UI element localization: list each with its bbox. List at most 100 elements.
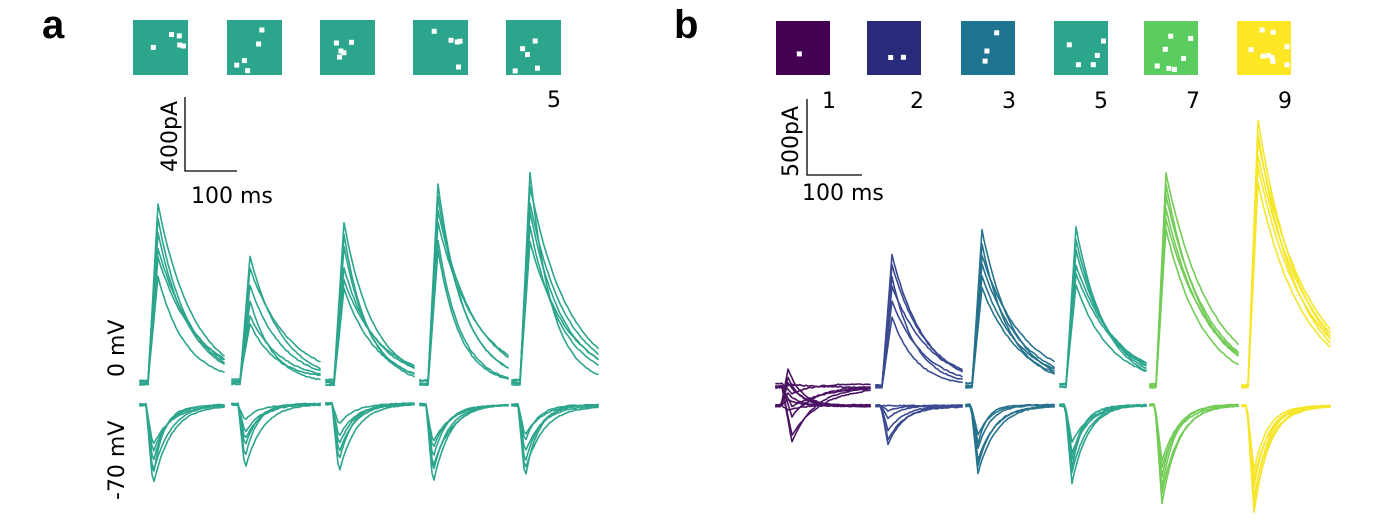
- panel-b-inh-trace: [875, 405, 963, 441]
- panel-a-scale-current: 400pA: [158, 101, 183, 172]
- panel-b-pattern-dot: [1266, 53, 1271, 58]
- panel-b-inh-trace: [1059, 403, 1147, 443]
- panel-b-inh-trace: [775, 368, 871, 408]
- panel-a-pattern-count-label: 5: [547, 88, 561, 113]
- panel-b-pattern-dot: [1066, 42, 1072, 48]
- panel-a-pattern-dot: [456, 64, 461, 70]
- panel-a-inh-trace: [139, 404, 225, 472]
- panel-b-pattern-dot: [796, 51, 802, 57]
- panel-b-inh-trace: [965, 403, 1055, 462]
- panel-a-inh-trace: [419, 403, 509, 442]
- panel-b-pattern-dot: [1248, 47, 1254, 53]
- panel-a-pattern-2: [227, 20, 282, 75]
- panel-a-pattern-dot: [341, 50, 347, 56]
- panel-b-exc-trace: [875, 285, 963, 389]
- panel-b-pattern-dot: [888, 55, 894, 60]
- panel-a-inh-trace: [325, 402, 415, 424]
- panel-b-pattern-dot: [994, 30, 1000, 36]
- panel-a-exc-trace: [419, 249, 509, 387]
- panel-b-scale-current: 500pA: [779, 106, 804, 177]
- panel-b-pattern-3: 3: [961, 21, 1016, 114]
- panel-b-pattern-dot: [1269, 55, 1275, 61]
- panel-b-scale-lines: [806, 99, 862, 176]
- panel-b-pattern-dot: [1171, 66, 1177, 72]
- panel-b-pattern-dot: [1166, 65, 1172, 71]
- panel-b-patterns: 1 2 3 5 7 9: [776, 21, 1292, 114]
- panel-a-letter: a: [42, 3, 65, 47]
- panel-a-pattern-dot: [532, 38, 538, 44]
- panel-b-pattern-dot: [1260, 53, 1266, 59]
- panel-b-inh-trace: [965, 403, 1055, 436]
- panel-a-exc-trace: [231, 284, 321, 384]
- panel-b-pattern-dot: [1270, 58, 1276, 64]
- panel-a-scale-time: 100 ms: [191, 184, 273, 209]
- panel-b-pattern-square: [867, 21, 921, 75]
- panel-a-pattern-dot: [454, 39, 460, 45]
- panel-a-scale-bar: 400pA 100 ms: [158, 97, 273, 209]
- panel-a-inh-trace: [231, 403, 321, 467]
- panel-b-exc-trace: [1241, 181, 1331, 389]
- panel-a-pattern-dot: [349, 39, 354, 45]
- panel-b-pattern-1: 1: [776, 21, 836, 114]
- panel-a-pattern-3: [320, 20, 375, 75]
- panel-b-scale-bar: 500pA 100 ms: [779, 99, 884, 206]
- panel-b-pattern-label: 9: [1278, 89, 1292, 114]
- panel-a-inh-trace: [231, 402, 321, 439]
- panel-a-pattern-dot: [259, 27, 265, 33]
- panel-a-pattern-dot: [448, 37, 454, 43]
- panel-a-scale-lines: [184, 97, 237, 172]
- panel-b-pattern-dot: [1259, 27, 1265, 33]
- panel-a-inh-trace: [511, 404, 599, 451]
- panel-a-patterns: [133, 20, 561, 75]
- panel-a-inh-trace: [231, 402, 321, 433]
- panel-b-exc-trace: [875, 300, 963, 388]
- panel-b-exc-trace: [775, 386, 871, 443]
- panel-a-inh-trace: [325, 402, 415, 471]
- panel-b-pattern-7: 7: [1144, 21, 1200, 114]
- panel-a-inh-trace: [325, 403, 415, 436]
- panel-a-pattern-dot: [337, 54, 342, 60]
- panel-b-pattern-dot: [1284, 62, 1290, 68]
- panel-a-pattern-dot: [245, 68, 251, 74]
- panel-a-pattern-dot: [535, 65, 540, 71]
- panel-b-scale-time: 100 ms: [802, 181, 884, 206]
- panel-a-exc-trace: [139, 217, 225, 382]
- panel-a-pattern-dot: [512, 68, 518, 74]
- panel-b-letter: b: [674, 3, 698, 47]
- panel-a-traces: [139, 171, 599, 483]
- panel-b-pattern-dot: [1270, 29, 1276, 35]
- panel-a-pattern-square: [320, 20, 375, 75]
- panel-b-pattern-dot: [1094, 52, 1100, 58]
- panel-a-pattern-dot: [176, 33, 182, 39]
- panel-a-inh-trace: [511, 404, 599, 468]
- panel-a-exc-trace: [139, 275, 225, 383]
- panel-a-pattern-dot: [525, 52, 530, 58]
- panel-a-label-0mv: 0 mV: [105, 320, 130, 377]
- panel-b-pattern-2: 2: [867, 21, 924, 114]
- panel-b-pattern-label: 1: [822, 89, 836, 114]
- panel-b-pattern-dot: [1284, 44, 1290, 50]
- panel-a-exc-trace: [325, 287, 415, 386]
- panel-a-pattern-dot: [180, 43, 186, 49]
- panel-b-pattern-dot: [1154, 63, 1160, 69]
- panel-a: a 5 400pA 100 ms 0 mV -70 mV: [42, 3, 599, 500]
- panel-b-pattern-5: 5: [1054, 21, 1108, 114]
- panel-b-pattern-9: 9: [1237, 21, 1292, 114]
- panel-b-pattern-dot: [1168, 33, 1174, 39]
- panel-a-exc-trace: [231, 267, 321, 382]
- panel-a-pattern-dot: [234, 62, 240, 68]
- panel-b-exc-trace: [775, 382, 871, 395]
- panel-b-pattern-label: 7: [1186, 89, 1200, 114]
- panel-a-label-70mv: -70 mV: [105, 421, 130, 500]
- panel-a-pattern-1: [133, 20, 188, 75]
- panel-b-pattern-dot: [1162, 46, 1168, 52]
- panel-a-inh-trace: [139, 403, 225, 444]
- panel-b-inh-trace: [1149, 403, 1239, 462]
- panel-a-pattern-dot: [333, 40, 339, 46]
- panel-a-exc-trace: [231, 300, 321, 386]
- panel-a-pattern-dot: [431, 28, 437, 34]
- panel-b-inh-trace: [875, 404, 963, 407]
- panel-a-pattern-dot: [520, 46, 526, 52]
- panel-b-exc-trace: [1059, 249, 1147, 386]
